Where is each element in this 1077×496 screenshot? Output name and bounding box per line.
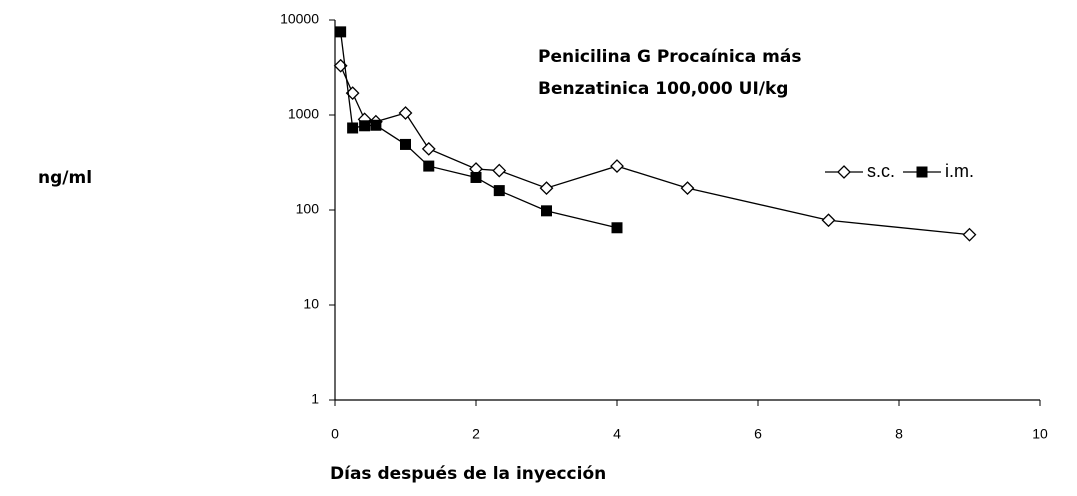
data-point	[359, 120, 371, 132]
legend-label: s.c.	[867, 161, 895, 181]
data-point	[470, 171, 482, 183]
x-tick-label: 8	[895, 426, 903, 442]
y-tick-label: 1	[311, 391, 319, 407]
data-point	[398, 106, 413, 120]
data-point	[821, 213, 836, 228]
data-point	[423, 160, 435, 172]
legend-marker	[837, 165, 851, 179]
data-point	[611, 222, 623, 234]
data-point	[493, 185, 505, 197]
chart-title: Penicilina G Procaínica más	[538, 47, 801, 67]
data-point	[370, 119, 382, 131]
data-point	[492, 163, 507, 178]
y-tick-label: 100	[296, 201, 320, 217]
legend-label: i.m.	[945, 161, 974, 181]
x-axis-label: Días después de la inyección	[330, 464, 606, 484]
data-point	[680, 181, 695, 196]
data-point	[962, 227, 977, 242]
y-tick-label: 1000	[288, 106, 319, 122]
data-point	[541, 205, 552, 217]
x-tick-label: 6	[754, 426, 762, 442]
data-point	[610, 159, 624, 173]
data-point	[335, 26, 347, 38]
x-tick-label: 4	[613, 426, 621, 442]
series-line	[339, 31, 618, 229]
data-point	[539, 181, 554, 196]
data-point	[400, 138, 411, 150]
y-tick-label: 10	[303, 296, 319, 312]
data-point	[347, 122, 359, 134]
x-tick-label: 2	[472, 426, 480, 442]
x-tick-label: 0	[331, 426, 339, 442]
x-tick-label: 10	[1032, 426, 1048, 442]
y-tick-label: 10000	[280, 11, 319, 27]
data-point	[421, 141, 436, 156]
chart-title: Benzatinica 100,000 UI/kg	[538, 79, 788, 99]
legend-marker	[916, 166, 928, 178]
y-axis-label: ng/ml	[38, 168, 92, 188]
